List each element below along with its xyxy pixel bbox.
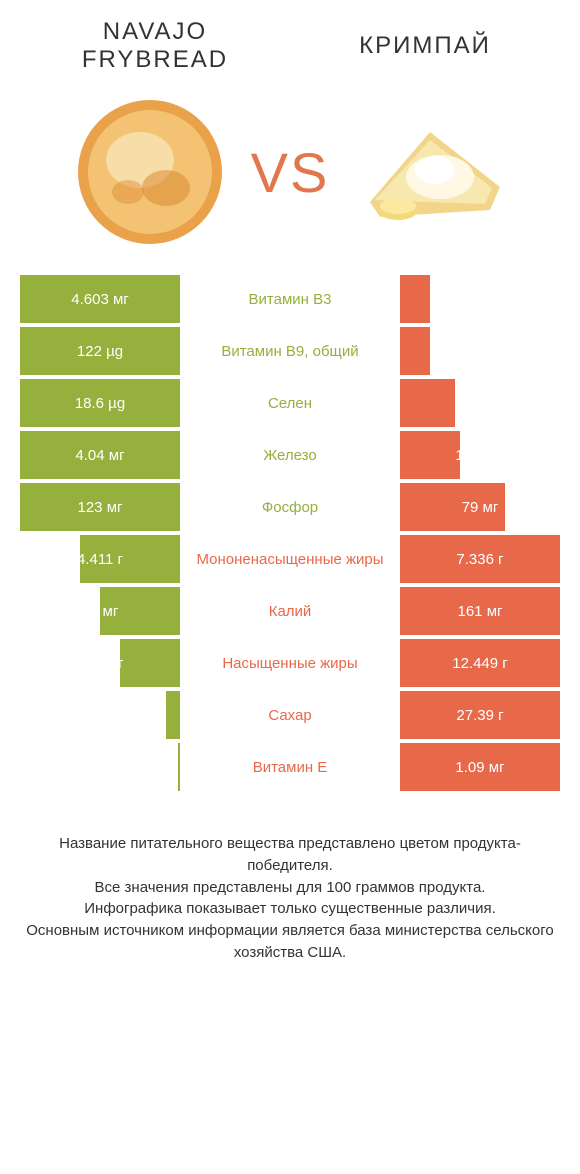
table-row: 123 мг Фосфор 79 мг: [20, 483, 560, 535]
vs-label: VS: [251, 140, 330, 205]
nutrient-label: Витамин B3: [180, 275, 400, 323]
footnotes: Название питательного вещества представл…: [20, 833, 560, 964]
table-row: 4.603 мг Витамин B3 0.605 мг: [20, 275, 560, 327]
right-value-cell: 79 мг: [400, 483, 560, 531]
right-value: 0.605 мг: [451, 291, 509, 308]
left-value: 18.6 µg: [75, 395, 125, 412]
right-value-cell: 1.49 мг: [400, 431, 560, 479]
right-value: 1.09 мг: [455, 759, 504, 776]
title-right: КРИМПАЙ: [310, 18, 540, 73]
nutrient-label: Витамин E: [180, 743, 400, 791]
left-value-cell: 77 мг: [20, 587, 180, 635]
left-value-cell: 123 мг: [20, 483, 180, 531]
left-value-cell: 0 мг: [20, 743, 180, 791]
table-row: 18.6 µg Селен 6 µg: [20, 379, 560, 431]
right-value-cell: 7.336 г: [400, 535, 560, 583]
left-value-cell: 4.621 г: [20, 639, 180, 687]
left-value-cell: 18.6 µg: [20, 379, 180, 427]
vs-row: VS: [0, 87, 580, 257]
nutrient-label: Фосфор: [180, 483, 400, 531]
nutrient-label: Насыщенные жиры: [180, 639, 400, 687]
left-value: 2.03 г: [81, 707, 120, 724]
left-value-cell: 4.411 г: [20, 535, 180, 583]
left-value: 4.411 г: [77, 551, 123, 568]
right-value: 6 µg: [465, 395, 495, 412]
right-value-cell: 19 µg: [400, 327, 560, 375]
right-value: 7.336 г: [456, 551, 503, 568]
table-row: 77 мг Калий 161 мг: [20, 587, 560, 639]
table-row: 2.03 г Сахар 27.39 г: [20, 691, 560, 743]
right-value-cell: 12.449 г: [400, 639, 560, 687]
table-row: 0 мг Витамин E 1.09 мг: [20, 743, 560, 795]
right-value: 27.39 г: [456, 707, 503, 724]
left-value-cell: 122 µg: [20, 327, 180, 375]
right-value-cell: 0.605 мг: [400, 275, 560, 323]
table-row: 4.04 мг Железо 1.49 мг: [20, 431, 560, 483]
right-value: 12.449 г: [452, 655, 508, 672]
title-left: NAVAJO FRYBREAD: [40, 18, 270, 73]
footnote-1: Название питательного вещества представл…: [20, 833, 560, 877]
nutrient-label: Мононенасыщенные жиры: [180, 535, 400, 583]
footnote-4: Основным источником информации является …: [20, 920, 560, 964]
left-value: 122 µg: [77, 343, 123, 360]
left-value: 0 мг: [86, 759, 114, 776]
nutrient-label: Селен: [180, 379, 400, 427]
left-value: 77 мг: [82, 603, 119, 620]
right-value: 161 мг: [458, 603, 503, 620]
table-row: 4.621 г Насыщенные жиры 12.449 г: [20, 639, 560, 691]
right-value-cell: 1.09 мг: [400, 743, 560, 791]
nutrient-label: Калий: [180, 587, 400, 635]
right-value-cell: 6 µg: [400, 379, 560, 427]
nutrient-label: Железо: [180, 431, 400, 479]
left-value: 4.04 мг: [75, 447, 124, 464]
right-value-cell: 27.39 г: [400, 691, 560, 739]
left-value-cell: 2.03 г: [20, 691, 180, 739]
left-value: 4.603 мг: [71, 291, 129, 308]
creampie-image: [345, 87, 515, 257]
frybread-image: [65, 87, 235, 257]
nutrient-label: Витамин B9, общий: [180, 327, 400, 375]
header: NAVAJO FRYBREAD КРИМПАЙ: [0, 0, 580, 73]
title-left-line1: NAVAJO: [40, 18, 270, 46]
left-value: 4.621 г: [76, 655, 123, 672]
footnote-2: Все значения представлены для 100 граммо…: [20, 877, 560, 899]
table-row: 122 µg Витамин B9, общий 19 µg: [20, 327, 560, 379]
footnote-3: Инфографика показывает только существенн…: [20, 898, 560, 920]
left-value-cell: 4.04 мг: [20, 431, 180, 479]
left-value: 123 мг: [78, 499, 123, 516]
nutrient-label: Сахар: [180, 691, 400, 739]
table-row: 4.411 г Мононенасыщенные жиры 7.336 г: [20, 535, 560, 587]
right-value: 1.49 мг: [455, 447, 504, 464]
title-left-line2: FRYBREAD: [40, 46, 270, 74]
nutrition-table: 4.603 мг Витамин B3 0.605 мг 122 µg Витамин …: [20, 275, 560, 795]
right-value: 19 µg: [461, 343, 499, 360]
right-value-cell: 161 мг: [400, 587, 560, 635]
right-value: 79 мг: [462, 499, 499, 516]
left-value-cell: 4.603 мг: [20, 275, 180, 323]
